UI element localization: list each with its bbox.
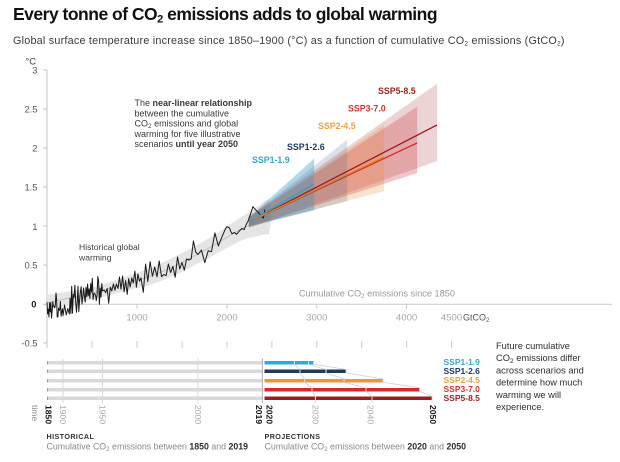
svg-text:1850: 1850 <box>43 405 53 424</box>
svg-text:1900: 1900 <box>58 405 68 424</box>
svg-text:SSP1-2.6: SSP1-2.6 <box>287 142 325 152</box>
svg-text:Global surface temperature inc: Global surface temperature increase sinc… <box>13 35 565 48</box>
svg-text:Every tonne of CO2 emissions a: Every tonne of CO2 emissions adds to glo… <box>13 4 437 26</box>
svg-text:SSP5-8.5: SSP5-8.5 <box>378 86 416 96</box>
svg-text:°C: °C <box>26 56 37 67</box>
svg-text:HISTORICAL: HISTORICAL <box>47 432 95 441</box>
svg-text:PROJECTIONS: PROJECTIONS <box>265 432 321 441</box>
svg-text:Historical global: Historical global <box>79 242 140 252</box>
svg-text:Cumulative CO2 emissions betwe: Cumulative CO2 emissions between 2020 an… <box>265 442 467 454</box>
svg-text:2.5: 2.5 <box>24 104 37 115</box>
svg-text:SSP2-4.5: SSP2-4.5 <box>444 375 481 385</box>
svg-text:experience.: experience. <box>496 402 544 412</box>
svg-text:time: time <box>30 405 40 421</box>
svg-text:-0.5: -0.5 <box>21 338 37 349</box>
svg-text:0: 0 <box>31 299 36 310</box>
svg-text:determine how much: determine how much <box>496 378 582 388</box>
svg-text:CO2 emissions differ: CO2 emissions differ <box>496 353 581 365</box>
svg-text:SSP3-7.0: SSP3-7.0 <box>348 104 386 114</box>
svg-text:Cumulative CO2 emissions since: Cumulative CO2 emissions since 1850 <box>299 289 455 301</box>
svg-text:4000: 4000 <box>396 312 417 323</box>
svg-text:warming: warming <box>78 253 112 263</box>
svg-text:GtCO2: GtCO2 <box>463 312 490 324</box>
svg-text:SSP1-1.9: SSP1-1.9 <box>252 155 290 165</box>
svg-text:across scenarios and: across scenarios and <box>496 365 584 375</box>
svg-text:1950: 1950 <box>98 405 108 424</box>
svg-text:2040: 2040 <box>366 405 376 424</box>
svg-text:CO2 emissions and global: CO2 emissions and global <box>135 119 239 131</box>
svg-text:3000: 3000 <box>306 312 327 323</box>
svg-text:SSP1-1.9: SSP1-1.9 <box>444 357 481 367</box>
svg-text:0.5: 0.5 <box>24 260 37 271</box>
svg-text:4500: 4500 <box>441 312 462 323</box>
svg-text:1000: 1000 <box>126 312 147 323</box>
svg-text:warming we will: warming we will <box>495 390 561 400</box>
svg-text:warming for five illustrative: warming for five illustrative <box>134 129 241 139</box>
svg-text:1.5: 1.5 <box>24 182 37 193</box>
svg-text:3: 3 <box>32 65 37 76</box>
svg-text:The near-linear relationship: The near-linear relationship <box>135 98 253 108</box>
svg-text:2019: 2019 <box>254 405 264 424</box>
svg-text:2000: 2000 <box>193 405 203 424</box>
svg-text:1: 1 <box>32 221 37 232</box>
svg-text:SSP2-4.5: SSP2-4.5 <box>318 121 356 131</box>
svg-text:2000: 2000 <box>216 312 237 323</box>
svg-text:2020: 2020 <box>264 405 274 424</box>
svg-text:SSP1-2.6: SSP1-2.6 <box>444 366 481 376</box>
svg-text:2030: 2030 <box>310 405 320 424</box>
svg-text:Cumulative CO2 emissions betwe: Cumulative CO2 emissions between 1850 an… <box>47 442 249 454</box>
svg-text:SSP5-8.5: SSP5-8.5 <box>444 393 481 403</box>
svg-text:scenarios until year 2050: scenarios until year 2050 <box>135 139 239 149</box>
svg-text:2050: 2050 <box>428 405 438 424</box>
svg-text:Future cumulative: Future cumulative <box>496 341 570 351</box>
svg-text:between the cumulative: between the cumulative <box>135 108 230 118</box>
svg-text:SSP3-7.0: SSP3-7.0 <box>444 384 481 394</box>
svg-text:2: 2 <box>32 143 37 154</box>
